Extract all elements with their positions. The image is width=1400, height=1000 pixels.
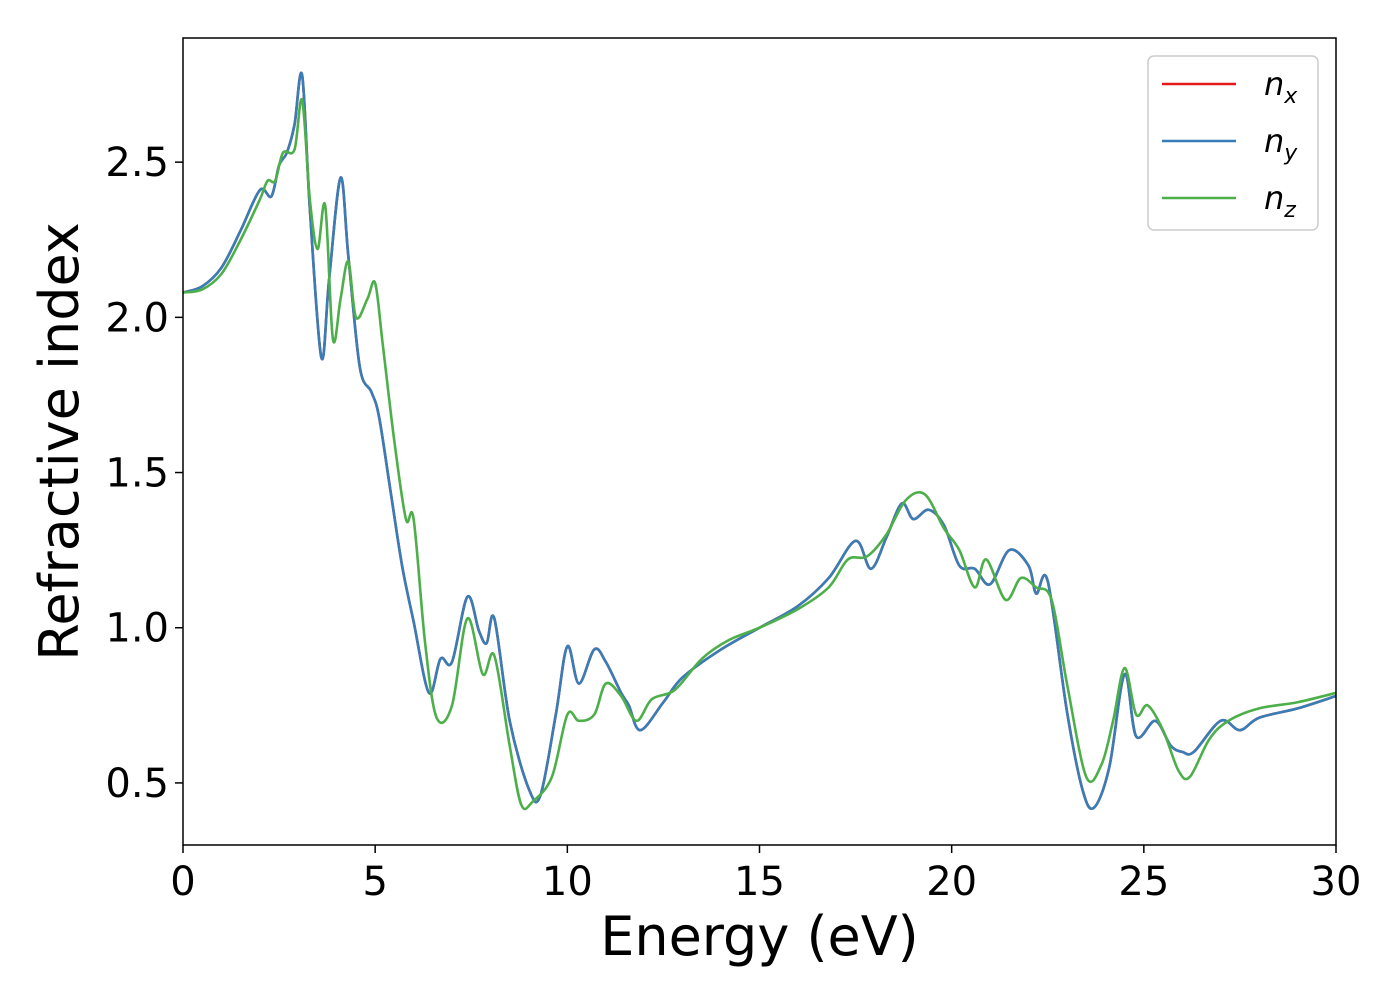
y-tick-label: 0.5: [105, 761, 169, 807]
x-tick-label: 0: [170, 859, 195, 905]
y-axis: 0.5 1.0 1.5 2.0 2.5: [105, 140, 183, 807]
series-line-nz: [183, 98, 1336, 811]
x-tick-label: 20: [926, 859, 977, 905]
x-tick-label: 25: [1118, 859, 1169, 905]
y-tick-label: 1.0: [105, 606, 169, 652]
y-tick-label: 1.5: [105, 451, 169, 497]
y-tick-label: 2.5: [105, 140, 169, 186]
x-tick-label: 15: [734, 859, 785, 905]
legend-box: [1147, 55, 1319, 231]
x-tick-label: 5: [362, 859, 387, 905]
x-axis-title: Energy (eV): [600, 905, 919, 968]
series-layer: [183, 71, 1336, 811]
series-line-ny: [183, 71, 1336, 810]
x-tick-label: 10: [542, 859, 593, 905]
y-axis-title: Refractive index: [28, 222, 91, 661]
y-tick-label: 2.0: [105, 295, 169, 341]
legend-label-nx: nx: [1264, 65, 1298, 109]
x-axis: 0 5 10 15 20 25 30: [170, 845, 1361, 905]
x-tick-label: 30: [1311, 859, 1362, 905]
